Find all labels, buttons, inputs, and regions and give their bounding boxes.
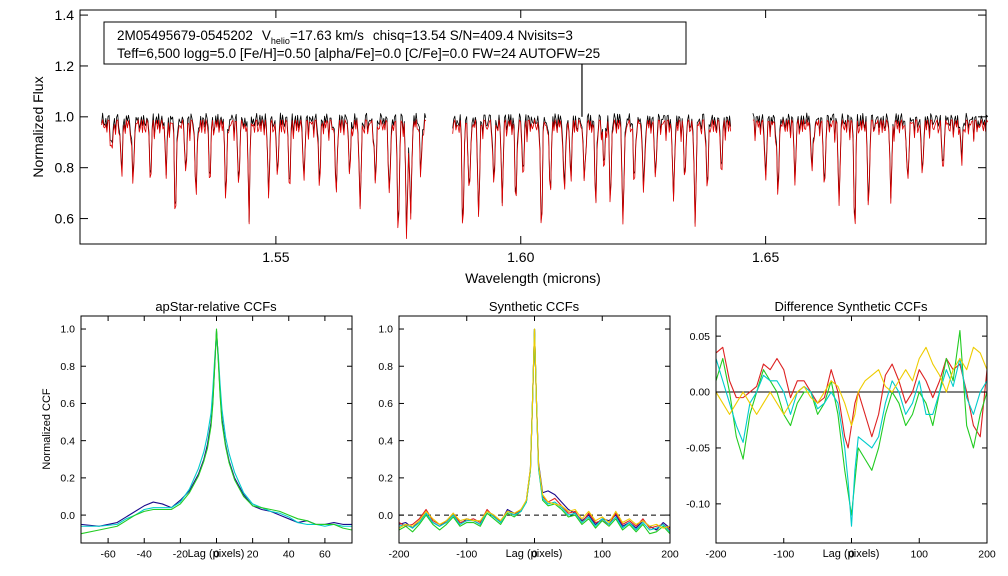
difference-ccf-title: Difference Synthetic CCFs [775, 299, 928, 314]
spectrum-plot-area [101, 60, 989, 240]
synthetic-ccf-series-visit-3 [398, 328, 671, 535]
apstar-ccf-axes: -60 -40 -20 0 20 40 60 0.0 0.2 0.4 0.6 0.8 1.0 [60, 316, 352, 561]
difference-ccf-y-tick-label: 0.05 [690, 331, 711, 343]
fit-info-line-2: Teff=6,500 logg=5.0 [Fe/H]=0.50 [alpha/F… [117, 46, 600, 61]
apstar-ccf-series-visit-3 [80, 328, 353, 535]
spectrum-y-tick-label: 1.2 [55, 58, 75, 74]
spectrum-x-tick-label: 1.65 [752, 249, 779, 265]
difference-ccf-frame [715, 315, 988, 544]
synthetic-ccf-y-tick-label: 1.0 [378, 324, 393, 336]
apstar-ccf-y-tick-label: 0.8 [60, 361, 75, 373]
apstar-ccf-x-tick-label: 20 [247, 549, 259, 561]
synthetic-ccf-series-visit-4 [398, 328, 671, 533]
synthetic-ccf-axes: -200 -100 0 100 200 0.0 0.2 0.4 0.6 0.8 1.0 [378, 316, 679, 561]
spectrum-x-tick-label: 1.60 [507, 249, 534, 265]
synthetic-ccf-y-tick-label: 0.8 [378, 361, 393, 373]
spectrum-x-tick-label: 1.55 [262, 249, 289, 265]
apstar-ccf-panel: apStar-relative CCFs -60 -40 -20 0 20 40 60 0.0… [41, 299, 353, 561]
synthetic-spectrum-line [101, 119, 427, 240]
synthetic-spectrum-line [452, 119, 732, 227]
synthetic-ccf-y-tick-label: 0.0 [378, 510, 393, 522]
fit-info-vhelio-subscript: helio [271, 36, 290, 46]
spectrum-frame [79, 9, 987, 245]
difference-ccf-axes: -200 -100 0 100 200 -0.10 -0.05 0.00 0.05 [686, 316, 996, 561]
apstar-ccf-x-tick-label: 40 [283, 549, 295, 561]
fit-info-box [103, 21, 687, 65]
apstar-ccf-y-tick-label: 1.0 [60, 324, 75, 336]
synthetic-ccf-title: Synthetic CCFs [489, 299, 580, 314]
spectrum-x-axis-label: Wavelength (microns) [465, 270, 601, 286]
fit-info-line-1: 2M05495679-0545202 Vhelio=17.63 km/s chisq… [117, 28, 573, 46]
difference-ccf-x-tick-label: -200 [705, 549, 726, 561]
difference-ccf-y-tick-label: 0.00 [690, 387, 711, 399]
apstar-ccf-series-visit-2 [81, 334, 352, 527]
synthetic-ccf-plot-area [398, 328, 671, 535]
spectrum-axes: 1.55 1.60 1.65 0.6 0.8 1.0 1.2 1.4 [55, 7, 986, 265]
difference-ccf-x-tick-label: 0 [849, 549, 855, 561]
synthetic-ccf-x-tick-label: 100 [593, 549, 611, 561]
synthetic-ccf-y-tick-label: 0.4 [378, 435, 393, 447]
fit-info-vhelio-value: =17.63 km/s [290, 28, 364, 43]
difference-ccf-x-tick-label: -100 [773, 549, 794, 561]
apstar-ccf-y-axis-label: Normalized CCF [41, 388, 53, 470]
apstar-ccf-x-axis-label: Lag (pixels) [188, 548, 245, 560]
synthetic-ccf-x-axis-label: Lag (pixels) [506, 548, 563, 560]
synthetic-ccf-y-tick-label: 0.2 [378, 473, 393, 485]
difference-ccf-plot-area [715, 329, 988, 527]
fit-info-stats: chisq=13.54 S/N=409.4 Nvisits=3 [373, 28, 573, 43]
apstar-ccf-frame [80, 315, 353, 544]
apstar-ccf-series-visit-1 [80, 330, 352, 527]
synthetic-ccf-panel: Synthetic CCFs -200 -100 0 100 200 0.0 0.2 0.4 0… [378, 299, 679, 561]
synthetic-ccf-x-tick-label: -100 [456, 549, 477, 561]
spectrum-y-tick-label: 1.0 [55, 109, 75, 125]
apstar-ccf-x-tick-label: 0 [214, 549, 220, 561]
apstar-ccf-title: apStar-relative CCFs [155, 299, 277, 314]
apstar-ccf-x-tick-label: -20 [173, 549, 188, 561]
apstar-ccf-plot-area [80, 328, 353, 535]
apstar-ccf-y-tick-label: 0.2 [60, 473, 75, 485]
apstar-ccf-y-tick-label: 0.0 [60, 510, 75, 522]
difference-ccf-x-tick-label: 200 [978, 549, 996, 561]
difference-ccf-panel: Difference Synthetic CCFs -200 -100 0 100 20… [686, 299, 996, 561]
synthetic-ccf-x-tick-label: 200 [661, 549, 679, 561]
apstar-ccf-y-tick-label: 0.6 [60, 398, 75, 410]
apstar-ccf-x-tick-label: -40 [137, 549, 152, 561]
apstar-ccf-y-tick-label: 0.4 [60, 435, 75, 447]
difference-ccf-x-tick-label: 100 [910, 549, 928, 561]
difference-ccf-x-axis-label: Lag (pixels) [823, 548, 880, 560]
synthetic-ccf-y-tick-label: 0.6 [378, 398, 393, 410]
synthetic-ccf-series-visit-2 [398, 328, 671, 531]
apstar-ccf-x-tick-label: 60 [319, 549, 331, 561]
spectrum-y-tick-label: 0.8 [55, 160, 75, 176]
fit-info-star-id: 2M05495679-0545202 [117, 28, 253, 43]
synthetic-ccf-x-tick-label: -200 [388, 549, 409, 561]
synthetic-ccf-series-visit-5 [398, 328, 671, 529]
spectrum-y-axis-label: Normalized Flux [30, 76, 46, 177]
synthetic-spectrum-line [752, 119, 989, 225]
difference-ccf-series-visit-4 [715, 357, 988, 527]
spectrum-y-tick-label: 1.4 [55, 7, 75, 23]
difference-ccf-y-tick-label: -0.05 [686, 443, 710, 455]
fit-info-vhelio-label: V [262, 28, 271, 43]
synthetic-ccf-series-visit-1 [398, 328, 671, 531]
spectrum-y-tick-label: 0.6 [55, 210, 75, 226]
spectrum-panel: 1.55 1.60 1.65 0.6 0.8 1.0 1.2 1.4 2M05495679-0… [30, 7, 989, 286]
difference-ccf-series-visit-2 [715, 346, 988, 449]
apstar-ccf-x-tick-label: -60 [101, 549, 116, 561]
difference-ccf-series-visit-5 [715, 346, 988, 427]
synthetic-ccf-x-tick-label: 0 [532, 549, 538, 561]
synthetic-ccf-frame [398, 315, 671, 544]
difference-ccf-y-tick-label: -0.10 [686, 499, 710, 511]
